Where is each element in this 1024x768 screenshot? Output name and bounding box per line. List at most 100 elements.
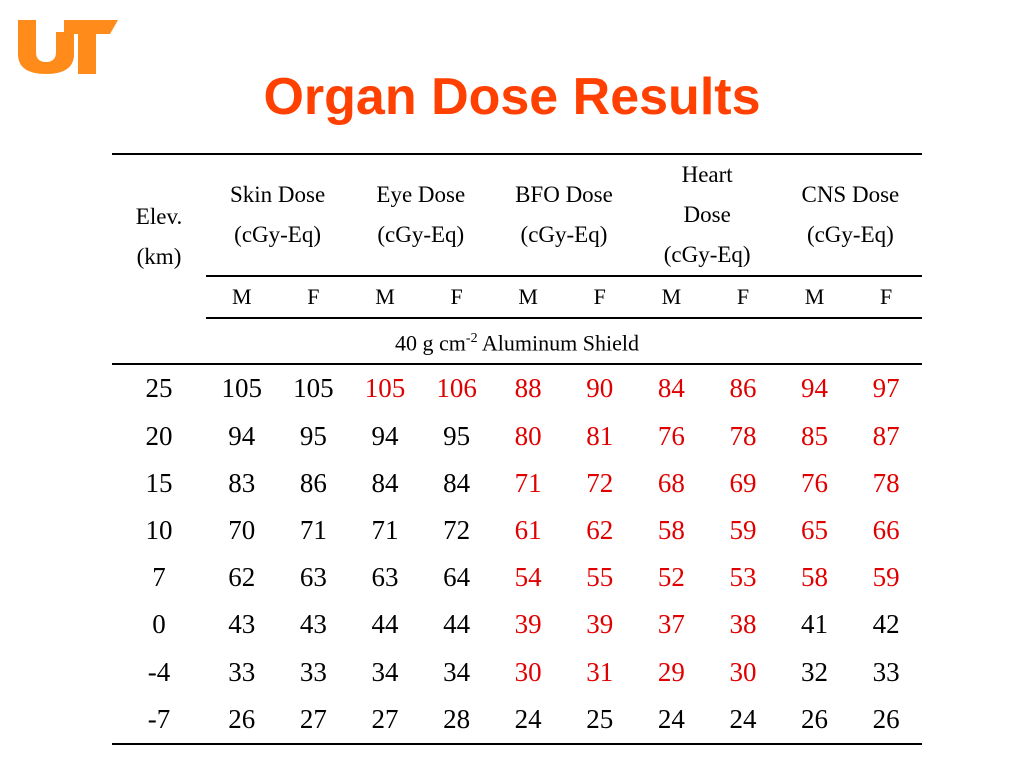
sex-label: M [492, 276, 564, 319]
dose-cell: 95 [299, 420, 327, 451]
dose-group-header-line: (cGy-Eq) [663, 242, 751, 267]
dose-cell: 105 [221, 373, 263, 404]
dose-cell: 88 [514, 373, 542, 404]
dose-cell: 105 [293, 373, 334, 404]
dose-cell: 84 [443, 467, 471, 498]
dose-cell: 59 [729, 514, 757, 545]
dose-cell: 26 [206, 695, 278, 745]
dose-cell: 81 [586, 420, 614, 451]
sex-label: F [563, 276, 636, 319]
dose-cell: 24 [707, 695, 779, 745]
sex-label: M [206, 276, 278, 319]
dose-cell: 84 [657, 373, 685, 404]
dose-cell: 95 [443, 420, 471, 451]
dose-cell: 39 [514, 609, 542, 640]
dose-cell: 41 [801, 609, 829, 640]
dose-cell: 94 [371, 420, 399, 451]
dose-cell: 63 [371, 562, 399, 593]
dose-cell: 32 [801, 656, 829, 687]
dose-cell: 53 [729, 562, 757, 593]
dose-group-header-line: Heart [681, 162, 733, 187]
table-row: 10 70 71 71 72 61 62 58 59 65 66 [112, 507, 922, 554]
dose-cell: 27 [349, 695, 421, 745]
dose-cell: 85 [801, 420, 829, 451]
dose-cell: 71 [299, 514, 327, 545]
dose-cell: 58 [801, 562, 829, 593]
dose-cell: 61 [514, 514, 542, 545]
dose-cell: 42 [872, 609, 900, 640]
elevation-cell: 20 [145, 420, 173, 451]
dose-cell: 39 [586, 609, 614, 640]
dose-cell: 69 [729, 467, 757, 498]
dose-cell: 34 [443, 656, 471, 687]
dose-group-header-line: Skin Dose [229, 182, 326, 207]
dose-cell: 34 [371, 656, 399, 687]
dose-cell: 94 [801, 373, 829, 404]
dose-cell: 72 [586, 467, 614, 498]
dose-cell: 76 [657, 420, 685, 451]
elevation-cell: -4 [147, 656, 171, 687]
table-row: -4 33 33 34 34 30 31 29 30 32 33 [112, 648, 922, 695]
dose-group-header-line: Eye Dose [376, 182, 466, 207]
dose-cell: 106 [436, 373, 477, 404]
elev-header-line: (km) [136, 243, 182, 269]
shield-prefix: 40 g cm [395, 330, 466, 356]
elevation-cell: -7 [112, 695, 206, 745]
elevation-cell: 7 [152, 562, 166, 593]
dose-cell: 78 [729, 420, 757, 451]
dose-cell: 76 [801, 467, 829, 498]
dose-group-header-line: Dose [683, 202, 731, 227]
dose-cell: 71 [514, 467, 542, 498]
dose-cell: 58 [657, 514, 685, 545]
dose-cell: 28 [420, 695, 493, 745]
dose-group-header: BFO Dose (cGy-Eq) [492, 153, 636, 277]
dose-cell: 29 [657, 656, 685, 687]
sex-label: F [707, 276, 779, 319]
dose-cell: 27 [277, 695, 350, 745]
dose-cell: 80 [514, 420, 542, 451]
dose-cell: 43 [228, 609, 256, 640]
dose-group-header-line: BFO Dose [515, 182, 613, 207]
dose-group-header-line: (cGy-Eq) [234, 222, 322, 247]
elevation-cell: 25 [145, 373, 173, 404]
sex-label: M [778, 276, 851, 319]
dose-cell: 78 [872, 467, 900, 498]
dose-cell: 66 [872, 514, 900, 545]
dose-cell: 105 [364, 373, 406, 404]
dose-cell: 24 [492, 695, 564, 745]
dose-cell: 44 [371, 609, 399, 640]
dose-cell: 33 [299, 656, 327, 687]
dose-group-header: Heart Dose (cGy-Eq) [635, 153, 779, 277]
dose-cell: 64 [443, 562, 471, 593]
dose-cell: 37 [657, 609, 685, 640]
dose-cell: 52 [657, 562, 685, 593]
dose-cell: 33 [872, 656, 900, 687]
dose-cell: 71 [371, 514, 399, 545]
dose-group-header-line: (cGy-Eq) [520, 222, 608, 247]
dose-group-header-line: (cGy-Eq) [377, 222, 465, 247]
sex-label: F [277, 276, 350, 319]
sex-label: F [420, 276, 493, 319]
dose-cell: 31 [586, 656, 614, 687]
ut-logo [18, 20, 118, 74]
dose-cell: 54 [514, 562, 542, 593]
dose-cell: 86 [299, 467, 327, 498]
dose-cell: 65 [801, 514, 829, 545]
dose-cell: 59 [872, 562, 900, 593]
dose-cell: 38 [729, 609, 757, 640]
table-row: 15 83 86 84 84 71 72 68 69 76 78 [112, 460, 922, 507]
dose-cell: 70 [228, 514, 256, 545]
dose-cell: 24 [635, 695, 708, 745]
dose-group-header: CNS Dose (cGy-Eq) [778, 153, 922, 277]
dose-cell: 43 [299, 609, 327, 640]
dose-cell: 84 [371, 467, 399, 498]
elev-header-line: Elev. [135, 203, 183, 229]
dose-cell: 90 [586, 373, 614, 404]
dose-cell: 44 [443, 609, 471, 640]
dose-group-header-line: CNS Dose [801, 182, 900, 207]
dose-cell: 94 [228, 420, 256, 451]
sex-label: M [635, 276, 708, 319]
dose-cell: 62 [228, 562, 256, 593]
dose-cell: 26 [850, 695, 922, 745]
dose-cell: 97 [872, 373, 900, 404]
